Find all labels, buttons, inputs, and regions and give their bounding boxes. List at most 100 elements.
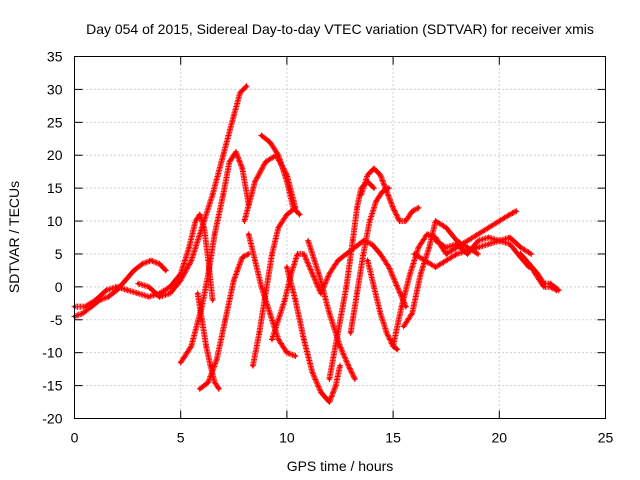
data-point [217, 387, 221, 391]
data-point [346, 364, 351, 368]
data-point [232, 278, 236, 282]
data-point [285, 179, 289, 184]
data-point [366, 173, 370, 177]
data-point [444, 258, 448, 263]
y-tick-label: 35 [47, 49, 63, 65]
chart-title: Day 054 of 2015, Sidereal Day-to-day VTE… [86, 21, 594, 37]
data-point [257, 331, 261, 335]
data-point [391, 344, 395, 348]
data-point [529, 252, 533, 256]
data-point [238, 91, 242, 95]
y-tick-label: -5 [50, 312, 63, 328]
data-point [416, 245, 421, 249]
data-point [247, 252, 251, 256]
data-point [391, 206, 395, 210]
data-point [465, 245, 470, 249]
axis-ticks: 0 5 10 15 20 25 -20 -15 -10 -5 0 5 10 15 20 25 30 35 [42, 49, 613, 446]
data-point [385, 331, 389, 335]
data-point [427, 245, 431, 249]
data-point [253, 258, 257, 263]
data-point [476, 239, 480, 243]
data-point [535, 275, 540, 279]
data-point [344, 285, 348, 289]
data-point [283, 298, 287, 302]
y-tick-label: -15 [42, 378, 62, 394]
series-sat-l [283, 264, 343, 405]
data-point [285, 265, 289, 269]
data-point [327, 272, 331, 276]
data-point [198, 212, 202, 217]
series-markers [326, 178, 377, 382]
data-point [355, 206, 359, 210]
data-point [157, 295, 162, 299]
data-point [410, 209, 414, 213]
y-tick-label: -20 [42, 411, 62, 427]
data-point [270, 337, 274, 342]
series-sat-r [390, 208, 520, 350]
data-point [293, 298, 297, 302]
data-point [210, 298, 215, 302]
data-point [104, 288, 108, 292]
data-point [157, 262, 162, 266]
data-point [529, 265, 533, 269]
data-point [374, 199, 378, 203]
data-point [244, 84, 249, 88]
series-sat-g [245, 231, 299, 359]
series-sat-n [326, 178, 377, 382]
data-point [508, 235, 512, 240]
data-point [149, 258, 153, 263]
y-tick-label: 25 [47, 114, 63, 130]
series-sat-s [400, 218, 482, 330]
x-tick-label: 10 [279, 430, 295, 446]
data-point [276, 318, 281, 322]
data-point [213, 380, 217, 384]
data-point [83, 305, 87, 309]
data-point [264, 160, 268, 164]
data-point [514, 209, 518, 213]
data-point [200, 318, 204, 322]
plot-frame [74, 56, 606, 419]
data-point [527, 262, 531, 266]
data-point [423, 258, 427, 263]
data-point [317, 272, 321, 276]
grid [74, 56, 606, 419]
data-point [168, 285, 172, 289]
data-point [132, 268, 136, 273]
data-point [338, 344, 342, 348]
data-point [140, 262, 145, 266]
data-point [247, 232, 251, 236]
data-point [291, 206, 295, 210]
data-point [399, 305, 404, 309]
data-point [270, 252, 274, 256]
series-sat-u [432, 234, 532, 271]
data-point [355, 291, 359, 296]
data-point [338, 364, 342, 368]
data-point [293, 354, 297, 358]
data-point [268, 140, 272, 144]
data-point [221, 153, 225, 157]
data-point [327, 311, 331, 315]
data-point [276, 337, 281, 342]
data-point [372, 285, 376, 289]
data-point [366, 258, 370, 263]
data-point [555, 288, 559, 292]
data-point [276, 226, 281, 230]
data-point [395, 285, 399, 289]
data-point [251, 364, 255, 368]
data-point [433, 239, 438, 243]
y-axis-label: SDTVAR / TECUs [6, 181, 22, 293]
series-markers [390, 208, 520, 350]
data-point [259, 285, 264, 289]
data-point [189, 258, 193, 263]
data-point [232, 114, 236, 118]
data-point [487, 226, 491, 230]
data-point [242, 219, 247, 223]
data-point [402, 324, 406, 328]
data-point [253, 179, 257, 184]
data-point [444, 226, 448, 230]
data-point [234, 150, 238, 154]
data-point [123, 278, 128, 282]
data-point [147, 285, 151, 289]
